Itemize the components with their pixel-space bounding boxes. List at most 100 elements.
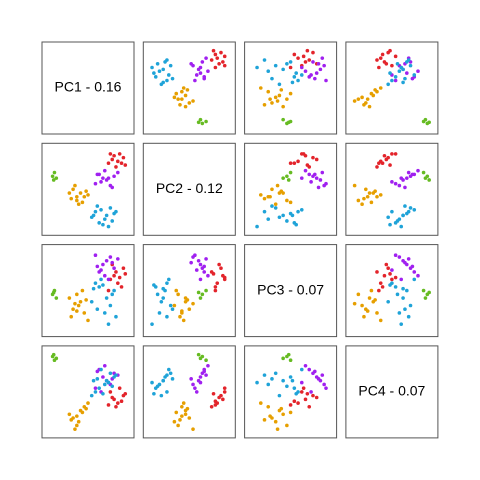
point bbox=[393, 275, 398, 280]
point bbox=[388, 222, 392, 227]
point bbox=[375, 58, 379, 62]
point bbox=[71, 187, 75, 192]
point bbox=[373, 298, 377, 302]
panel bbox=[345, 142, 439, 236]
point bbox=[412, 73, 417, 77]
point bbox=[369, 288, 374, 293]
point bbox=[80, 200, 85, 205]
point bbox=[106, 277, 111, 282]
point bbox=[395, 292, 400, 297]
point bbox=[152, 71, 156, 75]
point bbox=[393, 78, 398, 83]
point bbox=[167, 73, 171, 77]
panel bbox=[345, 345, 439, 439]
point bbox=[427, 120, 431, 125]
point bbox=[161, 378, 166, 383]
point bbox=[112, 153, 116, 158]
point bbox=[290, 213, 295, 218]
point bbox=[89, 393, 94, 398]
point bbox=[290, 80, 295, 85]
point bbox=[213, 285, 218, 289]
point bbox=[97, 285, 101, 289]
point bbox=[123, 163, 128, 167]
point bbox=[86, 401, 90, 405]
point bbox=[185, 298, 190, 302]
point bbox=[288, 410, 293, 415]
point bbox=[152, 391, 156, 396]
point bbox=[217, 395, 221, 400]
point bbox=[362, 196, 366, 201]
point bbox=[281, 117, 285, 122]
point bbox=[161, 80, 166, 85]
point bbox=[285, 61, 289, 66]
point bbox=[191, 382, 195, 387]
point bbox=[73, 301, 77, 306]
point bbox=[268, 194, 272, 199]
point bbox=[116, 170, 120, 175]
point bbox=[101, 262, 105, 267]
point bbox=[93, 386, 98, 390]
point bbox=[399, 176, 404, 180]
point bbox=[303, 168, 308, 173]
point bbox=[215, 281, 220, 285]
point bbox=[73, 183, 77, 188]
point bbox=[84, 298, 88, 302]
point bbox=[95, 204, 100, 208]
point bbox=[403, 307, 407, 312]
point bbox=[198, 296, 203, 300]
point bbox=[206, 69, 210, 74]
point bbox=[187, 307, 192, 312]
point bbox=[268, 414, 272, 418]
point bbox=[165, 373, 169, 377]
point bbox=[176, 97, 180, 101]
point bbox=[121, 266, 126, 271]
point bbox=[305, 163, 310, 167]
point bbox=[423, 296, 428, 300]
point bbox=[117, 275, 122, 280]
point bbox=[106, 380, 111, 385]
point bbox=[101, 283, 105, 287]
point bbox=[275, 427, 280, 431]
point bbox=[157, 69, 162, 74]
point bbox=[189, 377, 193, 381]
point bbox=[99, 277, 103, 282]
point bbox=[52, 170, 57, 175]
point bbox=[307, 58, 312, 62]
point bbox=[356, 198, 361, 203]
point bbox=[288, 170, 293, 175]
point bbox=[303, 364, 308, 368]
point bbox=[406, 170, 411, 175]
point bbox=[180, 414, 184, 418]
point bbox=[161, 286, 166, 291]
point bbox=[281, 213, 285, 218]
point bbox=[258, 193, 263, 197]
point bbox=[401, 213, 405, 218]
point bbox=[200, 60, 205, 64]
point bbox=[95, 307, 100, 312]
point bbox=[102, 168, 107, 173]
point bbox=[180, 97, 184, 101]
point bbox=[384, 61, 389, 66]
point bbox=[410, 172, 415, 177]
point bbox=[316, 185, 321, 190]
point bbox=[296, 78, 300, 83]
point bbox=[388, 283, 392, 287]
point bbox=[78, 191, 83, 195]
point bbox=[301, 54, 306, 59]
point bbox=[275, 99, 280, 103]
point bbox=[388, 48, 392, 53]
point bbox=[108, 371, 113, 376]
point bbox=[399, 277, 404, 282]
point bbox=[198, 117, 203, 122]
point bbox=[377, 288, 381, 293]
point bbox=[176, 423, 180, 428]
point bbox=[180, 309, 184, 313]
point bbox=[106, 224, 111, 229]
point bbox=[110, 157, 115, 162]
point bbox=[114, 405, 118, 409]
point bbox=[397, 311, 402, 315]
point bbox=[375, 311, 379, 315]
point bbox=[106, 288, 111, 293]
point bbox=[288, 375, 293, 379]
point bbox=[401, 296, 405, 300]
